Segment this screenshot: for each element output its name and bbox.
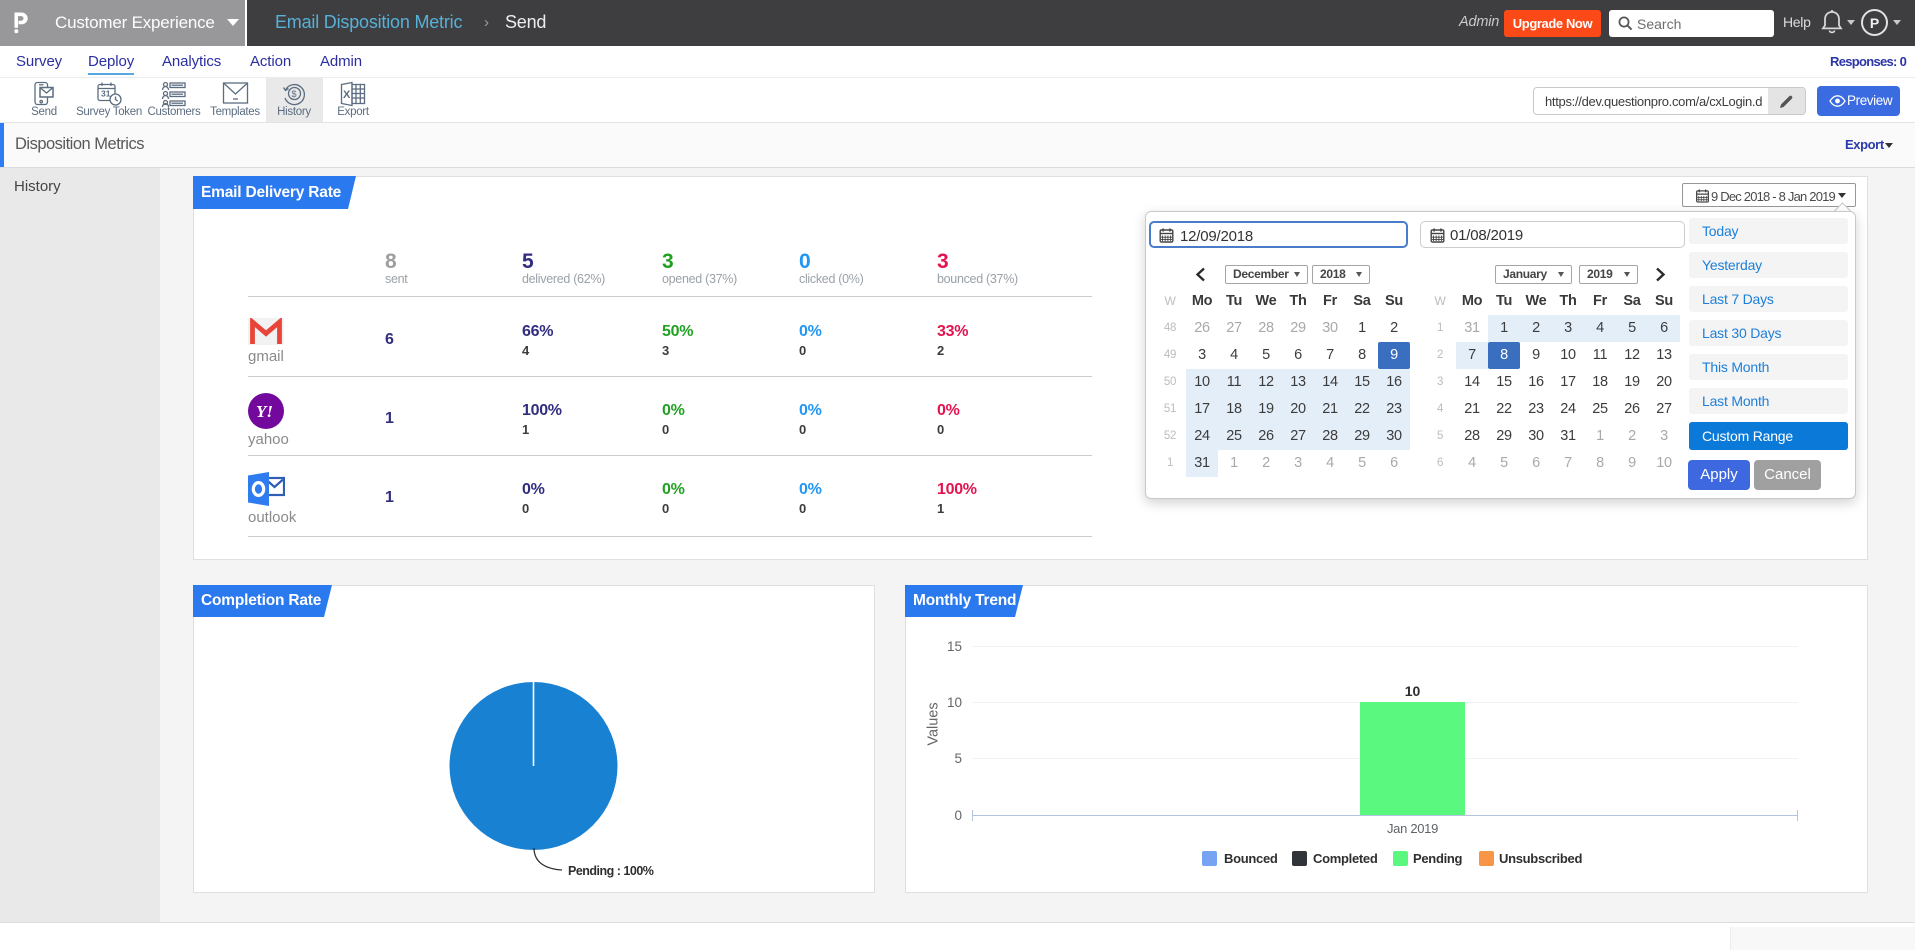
- svg-text:X: X: [343, 89, 351, 101]
- svg-text:31: 31: [101, 89, 111, 99]
- svg-text:Pending : 100%: Pending : 100%: [568, 864, 654, 878]
- svg-text:Y!: Y!: [256, 402, 273, 421]
- svg-text:$: $: [292, 89, 297, 99]
